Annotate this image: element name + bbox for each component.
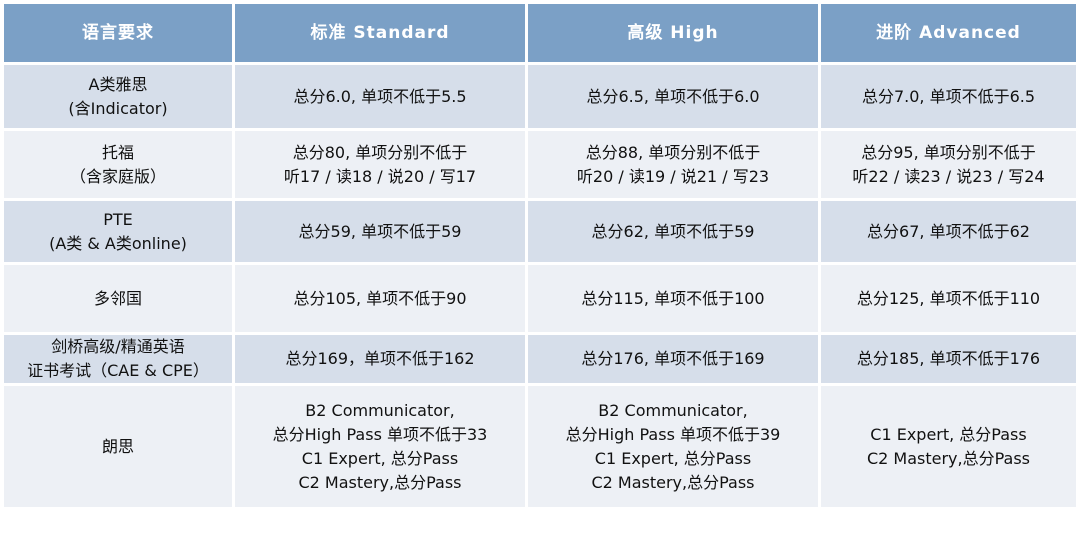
cell-standard: 总分169，单项不低于162	[232, 332, 528, 386]
cell-advanced: 总分67, 单项不低于62	[818, 198, 1079, 265]
cell-text: 总分6.0, 单项不低于5.5	[293, 86, 467, 106]
header-high: 高级 High	[525, 1, 821, 65]
cell-text: 总分88, 单项分别不低于	[585, 142, 761, 162]
header-advanced: 进阶 Advanced	[818, 1, 1079, 65]
cell-standard: 总分6.0, 单项不低于5.5	[232, 62, 528, 131]
cell-text: 多邻国	[93, 288, 142, 308]
cell-name: 托福 （含家庭版）	[1, 128, 235, 201]
cell-high: B2 Communicator, 总分High Pass 单项不低于39 C1 Ex…	[525, 383, 821, 510]
cell-advanced: 总分95, 单项分别不低于 听22 / 读23 / 说23 / 写24	[818, 128, 1079, 201]
cell-text: C1 Expert, 总分Pass	[870, 424, 1027, 444]
cell-text: A类雅思	[88, 74, 148, 94]
cell-text: 听22 / 读23 / 说23 / 写24	[852, 166, 1045, 186]
cell-standard: 总分59, 单项不低于59	[232, 198, 528, 265]
cell-text: C2 Mastery,总分Pass	[866, 448, 1031, 468]
cell-text: 总分80, 单项分别不低于	[292, 142, 468, 162]
cell-text: 总分176, 单项不低于169	[581, 349, 765, 368]
cell-advanced: 总分185, 单项不低于176	[818, 332, 1079, 386]
cell-high: 总分62, 单项不低于59	[525, 198, 821, 265]
cell-text: 总分95, 单项分别不低于	[861, 142, 1036, 162]
header-standard: 标准 Standard	[232, 1, 528, 65]
cell-name: PTE (A类 & A类online)	[1, 198, 235, 265]
cell-text: 剑桥高级/精通英语	[51, 337, 185, 356]
header-row: 语言要求 标准 Standard 高级 High 进阶 Advanced	[1, 1, 1079, 65]
cell-text: 总分105, 单项不低于90	[293, 288, 467, 308]
cell-text: 总分59, 单项不低于59	[298, 221, 462, 241]
cell-text: 总分6.5, 单项不低于6.0	[586, 86, 760, 106]
table-row: 朗思 B2 Communicator, 总分High Pass 单项不低于33 C1 …	[1, 383, 1079, 510]
cell-advanced: C1 Expert, 总分Pass C2 Mastery,总分Pass	[818, 383, 1079, 510]
cell-text: 总分67, 单项不低于62	[867, 221, 1030, 241]
cell-text: B2 Communicator,	[305, 400, 455, 420]
cell-advanced: 总分125, 单项不低于110	[818, 262, 1079, 335]
cell-text: C1 Expert, 总分Pass	[301, 448, 459, 468]
cell-standard: B2 Communicator, 总分High Pass 单项不低于33 C1 Ex…	[232, 383, 528, 510]
cell-text: 总分115, 单项不低于100	[581, 288, 765, 308]
cell-high: 总分115, 单项不低于100	[525, 262, 821, 335]
cell-high: 总分88, 单项分别不低于 听20 / 读19 / 说21 / 写23	[525, 128, 821, 201]
cell-high: 总分6.5, 单项不低于6.0	[525, 62, 821, 131]
language-requirements-table: 语言要求 标准 Standard 高级 High 进阶 Advanced A类雅…	[1, 1, 1079, 510]
cell-name: 剑桥高级/精通英语证书考试（CAE & CPE）	[1, 332, 235, 386]
cell-name: 多邻国	[1, 262, 235, 335]
cell-name: A类雅思 (含Indicator)	[1, 62, 235, 131]
cell-text: （含家庭版）	[69, 166, 166, 186]
cell-text: 证书考试（CAE & CPE）	[27, 361, 209, 380]
cell-high: 总分176, 单项不低于169	[525, 332, 821, 386]
cell-text: 总分185, 单项不低于176	[856, 349, 1041, 368]
cell-text: (A类 & A类online)	[49, 233, 187, 253]
cell-advanced: 总分7.0, 单项不低于6.5	[818, 62, 1079, 131]
cell-text: 总分125, 单项不低于110	[856, 288, 1041, 308]
header-requirement: 语言要求	[1, 1, 235, 65]
cell-text: 总分7.0, 单项不低于6.5	[861, 86, 1036, 106]
cell-text: 托福	[101, 142, 134, 162]
cell-text: 听20 / 读19 / 说21 / 写23	[576, 166, 770, 186]
cell-text: 总分High Pass 单项不低于33	[272, 424, 488, 444]
table-row: 托福 （含家庭版） 总分80, 单项分别不低于 听17 / 读18 / 说20 / 写…	[1, 128, 1079, 201]
cell-text: (含Indicator)	[68, 98, 168, 118]
cell-text: 总分62, 单项不低于59	[591, 221, 755, 241]
cell-text: 朗思	[101, 436, 134, 456]
table-row: PTE (A类 & A类online) 总分59, 单项不低于59 总分62, 单项不…	[1, 198, 1079, 265]
cell-text: 总分High Pass 单项不低于39	[565, 424, 781, 444]
table-row: 剑桥高级/精通英语证书考试（CAE & CPE） 总分169，单项不低于162 总分…	[1, 332, 1079, 386]
cell-text: C2 Mastery,总分Pass	[591, 472, 755, 492]
cell-text: PTE	[103, 209, 133, 229]
cell-standard: 总分105, 单项不低于90	[232, 262, 528, 335]
cell-text: 总分169，单项不低于162	[285, 349, 475, 368]
table-row: 多邻国 总分105, 单项不低于90 总分115, 单项不低于100 总分125, 单…	[1, 262, 1079, 335]
cell-text: C1 Expert, 总分Pass	[594, 448, 752, 468]
cell-text: 听17 / 读18 / 说20 / 写17	[283, 166, 477, 186]
table-row: A类雅思 (含Indicator) 总分6.0, 单项不低于5.5 总分6.5, 单项…	[1, 62, 1079, 131]
cell-text: B2 Communicator,	[598, 400, 748, 420]
cell-text: C2 Mastery,总分Pass	[298, 472, 462, 492]
cell-standard: 总分80, 单项分别不低于 听17 / 读18 / 说20 / 写17	[232, 128, 528, 201]
cell-name: 朗思	[1, 383, 235, 510]
